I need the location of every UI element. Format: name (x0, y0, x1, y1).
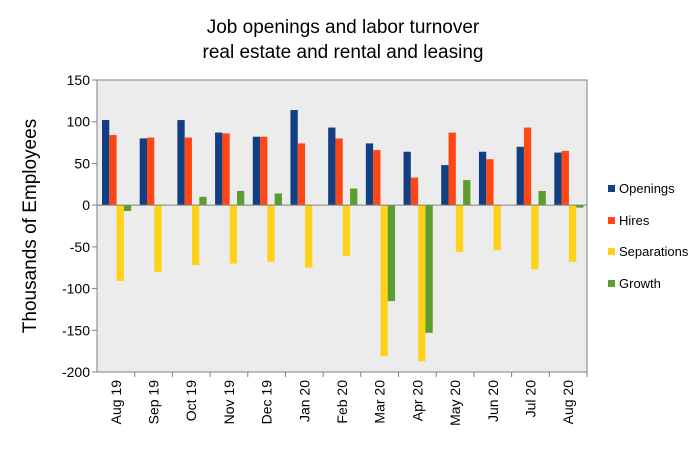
chart-title-line-1: Job openings and labor turnover (207, 17, 480, 38)
legend-label-openings: Openings (619, 181, 675, 196)
x-tick-label: Jul 20 (522, 380, 538, 418)
bar-hires (410, 177, 419, 206)
y-axis: 150 100 50 0 -50 -100 -150 -200 (62, 72, 97, 380)
bar-hires (523, 127, 532, 206)
bar-separations (229, 205, 237, 264)
bar-separations (154, 205, 162, 272)
bar-growth (199, 196, 207, 206)
x-tick-label: Jan 20 (296, 380, 312, 422)
bar-growth (123, 205, 132, 211)
bar-growth (463, 180, 471, 206)
x-axis: Aug 19 Sep 19 Oct 19 Nov 19 Dec 19 Jan 20 Feb … (108, 372, 588, 426)
x-tick-label: Mar 20 (372, 380, 388, 424)
legend-label-growth: Growth (619, 276, 661, 291)
bar-openings (102, 120, 110, 206)
bars-group (102, 110, 584, 362)
chart-title-line-2: real estate and rental and leasing (203, 42, 484, 63)
bar-hires (297, 143, 306, 206)
bar-growth (274, 193, 282, 206)
bar-openings (290, 110, 298, 206)
bar-separations (493, 205, 501, 251)
y-tick-label: 50 (74, 155, 90, 171)
bar-openings (441, 165, 449, 206)
bar-hires (260, 136, 268, 206)
y-tick-label: 100 (67, 114, 91, 130)
bar-hires (146, 137, 155, 206)
bar-separations (568, 205, 577, 262)
bar-openings (365, 143, 374, 206)
bar-separations (455, 205, 464, 252)
bar-openings (215, 132, 223, 206)
bar-growth (387, 205, 396, 302)
y-tick-label: -50 (70, 239, 90, 255)
bar-separations (305, 205, 313, 268)
bar-growth (538, 190, 546, 206)
x-tick-label: Apr 20 (409, 380, 425, 421)
legend-swatch-openings (608, 185, 615, 192)
bar-separations (418, 205, 426, 362)
legend-label-hires: Hires (619, 213, 650, 228)
bar-openings (252, 136, 261, 206)
bar-openings (516, 146, 524, 206)
x-tick-label: Jun 20 (485, 380, 501, 422)
bar-hires (448, 132, 456, 206)
bar-growth (576, 205, 584, 208)
x-tick-label: Feb 20 (334, 380, 350, 424)
bar-growth (236, 190, 245, 206)
bar-separations (342, 205, 351, 257)
bar-hires (184, 137, 192, 206)
x-tick-label: Sep 19 (146, 380, 162, 425)
x-tick-label: Nov 19 (221, 380, 237, 425)
bar-separations (191, 205, 200, 266)
x-tick-label: Dec 19 (259, 380, 275, 425)
bar-hires (335, 138, 343, 206)
x-tick-label: Aug 20 (560, 380, 576, 425)
bar-hires (486, 159, 494, 206)
bar-hires (109, 135, 117, 206)
bar-openings (478, 151, 487, 206)
bar-separations (116, 205, 124, 282)
legend-label-separations: Separations (619, 244, 689, 259)
y-tick-label: 0 (82, 197, 90, 213)
bar-growth (350, 188, 358, 206)
bar-growth (425, 205, 433, 333)
y-tick-label: -200 (62, 364, 90, 380)
bar-openings (403, 151, 411, 206)
y-tick-label: -100 (62, 281, 90, 297)
bar-separations (267, 205, 275, 262)
legend: Openings Hires Separations Growth (608, 181, 689, 291)
bar-separations (531, 205, 539, 270)
bar-separations (380, 205, 388, 357)
plot-area (96, 79, 588, 373)
bar-openings (328, 127, 336, 206)
legend-swatch-hires (608, 217, 615, 224)
y-tick-label: 150 (67, 72, 91, 88)
x-tick-label: May 20 (447, 380, 463, 426)
y-tick-label: -150 (62, 322, 90, 338)
bar-openings (554, 152, 562, 206)
bar-hires (561, 150, 569, 206)
bar-openings (139, 138, 147, 206)
bar-hires (373, 150, 381, 206)
y-axis-title: Thousands of Employees (20, 119, 41, 333)
bar-openings (177, 120, 185, 206)
x-tick-label: Oct 19 (183, 380, 199, 421)
legend-swatch-growth (608, 280, 615, 287)
x-tick-label: Aug 19 (108, 380, 124, 425)
legend-swatch-separations (608, 248, 615, 255)
bar-hires (222, 133, 230, 206)
